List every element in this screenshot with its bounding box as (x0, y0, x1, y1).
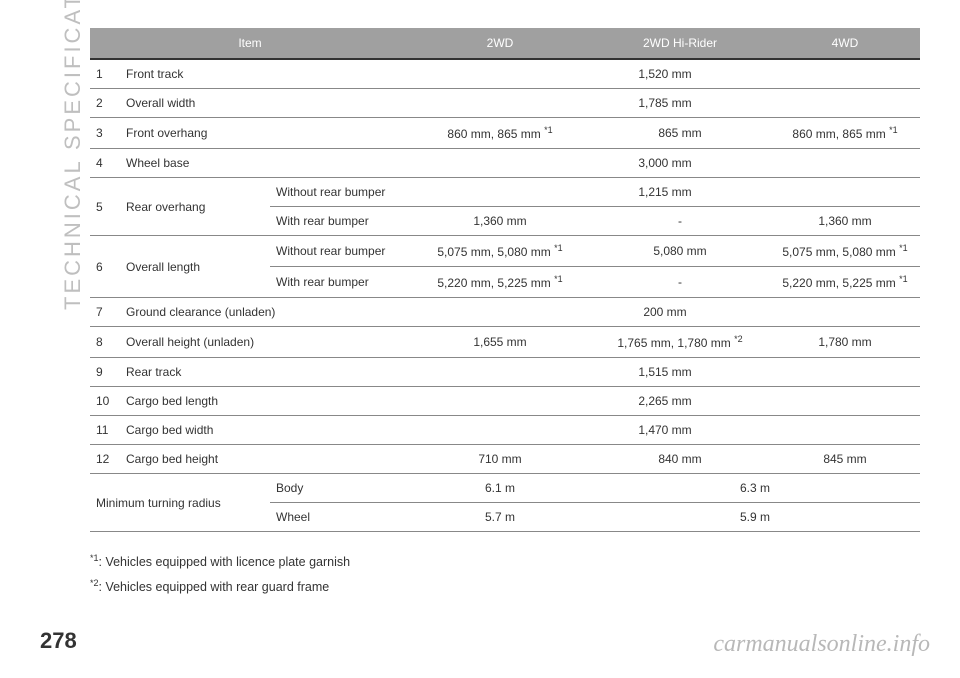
row-num: 7 (90, 298, 120, 327)
footnotes: *1: Vehicles equipped with licence plate… (90, 550, 920, 600)
row-value: 5,075 mm, 5,080 mm *1 (770, 236, 920, 267)
row-num: 5 (90, 178, 120, 236)
row-label: Ground clearance (unladen) (120, 298, 410, 327)
footnote-2: *2: Vehicles equipped with rear guard fr… (90, 575, 920, 600)
row-value: 5,220 mm, 5,225 mm *1 (770, 267, 920, 298)
row-value: 6.3 m (590, 474, 920, 503)
table-row: Minimum turning radius Body 6.1 m 6.3 m (90, 474, 920, 503)
row-label: Wheel base (120, 149, 410, 178)
row-value: - (590, 207, 770, 236)
header-4wd: 4WD (770, 28, 920, 59)
header-2wd: 2WD (410, 28, 590, 59)
table-row: 1 Front track 1,520 mm (90, 59, 920, 89)
row-label: Front track (120, 59, 410, 89)
row-value: 1,520 mm (410, 59, 920, 89)
row-value: 5,080 mm (590, 236, 770, 267)
table-row: 3 Front overhang 860 mm, 865 mm *1 865 m… (90, 118, 920, 149)
row-value: 1,215 mm (410, 178, 920, 207)
row-num: 11 (90, 416, 120, 445)
row-value: 3,000 mm (410, 149, 920, 178)
row-sublabel: Body (270, 474, 410, 503)
row-value: 860 mm, 865 mm *1 (770, 118, 920, 149)
row-value: - (590, 267, 770, 298)
row-sublabel: Without rear bumper (270, 236, 410, 267)
row-value: 5.9 m (590, 503, 920, 532)
row-sublabel: Wheel (270, 503, 410, 532)
row-value: 1,360 mm (770, 207, 920, 236)
row-num: 6 (90, 236, 120, 298)
row-value: 845 mm (770, 445, 920, 474)
row-label: Overall width (120, 89, 410, 118)
row-sublabel: With rear bumper (270, 207, 410, 236)
table-row: 9 Rear track 1,515 mm (90, 358, 920, 387)
content-area: Item 2WD 2WD Hi-Rider 4WD 1 Front track … (90, 28, 920, 600)
row-value: 1,360 mm (410, 207, 590, 236)
table-row: 7 Ground clearance (unladen) 200 mm (90, 298, 920, 327)
table-row: 8 Overall height (unladen) 1,655 mm 1,76… (90, 327, 920, 358)
header-item: Item (90, 28, 410, 59)
row-value: 1,655 mm (410, 327, 590, 358)
row-value: 1,785 mm (410, 89, 920, 118)
table-header-row: Item 2WD 2WD Hi-Rider 4WD (90, 28, 920, 59)
row-value: 840 mm (590, 445, 770, 474)
row-num: 3 (90, 118, 120, 149)
row-label: Rear overhang (120, 178, 270, 236)
row-num: 9 (90, 358, 120, 387)
table-row: 11 Cargo bed width 1,470 mm (90, 416, 920, 445)
specs-table: Item 2WD 2WD Hi-Rider 4WD 1 Front track … (90, 28, 920, 532)
page-number: 278 (40, 628, 77, 654)
table-row: 5 Rear overhang Without rear bumper 1,21… (90, 178, 920, 207)
row-value: 1,470 mm (410, 416, 920, 445)
row-value: 5,220 mm, 5,225 mm *1 (410, 267, 590, 298)
row-label: Minimum turning radius (90, 474, 270, 532)
row-label: Cargo bed width (120, 416, 410, 445)
row-value: 710 mm (410, 445, 590, 474)
row-value: 5,075 mm, 5,080 mm *1 (410, 236, 590, 267)
row-value: 1,765 mm, 1,780 mm *2 (590, 327, 770, 358)
row-value: 2,265 mm (410, 387, 920, 416)
row-sublabel: Without rear bumper (270, 178, 410, 207)
row-value: 6.1 m (410, 474, 590, 503)
row-label: Cargo bed length (120, 387, 410, 416)
row-value: 865 mm (590, 118, 770, 149)
table-row: 10 Cargo bed length 2,265 mm (90, 387, 920, 416)
row-num: 8 (90, 327, 120, 358)
row-value: 5.7 m (410, 503, 590, 532)
row-num: 12 (90, 445, 120, 474)
section-title: TECHNICAL SPECIFICATIONS (60, 0, 86, 310)
row-num: 1 (90, 59, 120, 89)
row-value: 1,515 mm (410, 358, 920, 387)
row-label: Rear track (120, 358, 410, 387)
row-num: 4 (90, 149, 120, 178)
footnote-1: *1: Vehicles equipped with licence plate… (90, 550, 920, 575)
row-label: Cargo bed height (120, 445, 410, 474)
row-label: Overall length (120, 236, 270, 298)
watermark: carmanualsonline.info (713, 631, 930, 658)
row-num: 10 (90, 387, 120, 416)
header-hirider: 2WD Hi-Rider (590, 28, 770, 59)
table-row: 2 Overall width 1,785 mm (90, 89, 920, 118)
table-row: 12 Cargo bed height 710 mm 840 mm 845 mm (90, 445, 920, 474)
row-value: 860 mm, 865 mm *1 (410, 118, 590, 149)
table-body: 1 Front track 1,520 mm 2 Overall width 1… (90, 59, 920, 532)
row-value: 200 mm (410, 298, 920, 327)
table-row: 4 Wheel base 3,000 mm (90, 149, 920, 178)
row-sublabel: With rear bumper (270, 267, 410, 298)
row-label: Overall height (unladen) (120, 327, 410, 358)
row-value: 1,780 mm (770, 327, 920, 358)
table-row: 6 Overall length Without rear bumper 5,0… (90, 236, 920, 267)
row-label: Front overhang (120, 118, 410, 149)
row-num: 2 (90, 89, 120, 118)
